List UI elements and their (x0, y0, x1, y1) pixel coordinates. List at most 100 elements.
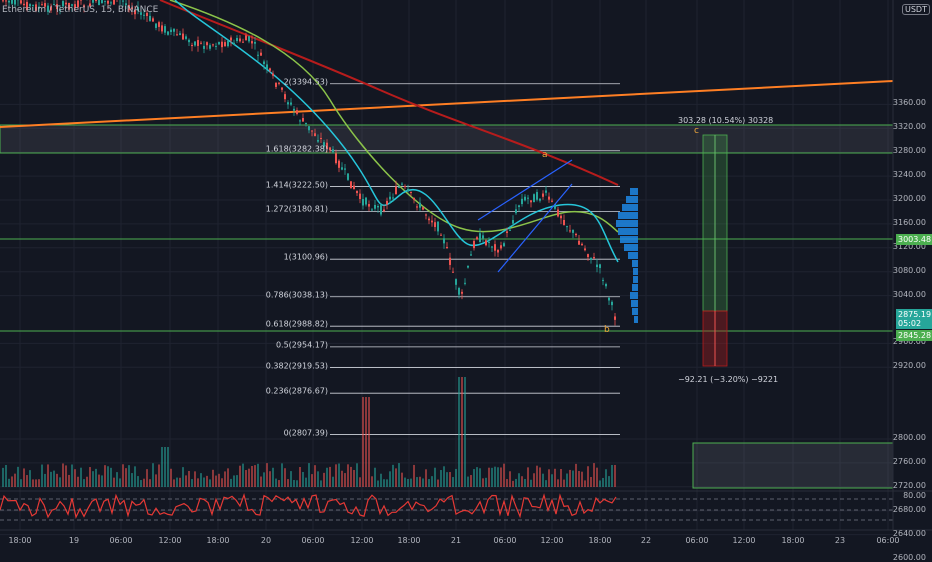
candle-body (557, 210, 559, 217)
candle-body (269, 68, 271, 70)
candle-body (602, 280, 604, 281)
volume-profile-bar (616, 220, 638, 227)
price-axis-label: 2760.00 (893, 457, 926, 466)
volume-bar (32, 479, 34, 487)
volume-bar (302, 472, 304, 487)
candle-body (362, 199, 364, 205)
time-axis-label: 12:00 (158, 536, 181, 545)
time-axis-label: 20 (261, 536, 271, 545)
volume-bar (488, 468, 490, 487)
volume-bar (65, 465, 67, 487)
candle-body (548, 197, 550, 200)
fib-level-label: 0.236(2876.67) (266, 387, 328, 396)
fib-level-label: 0.5(2954.17) (276, 340, 328, 349)
candle-body (509, 230, 511, 231)
time-axis-label: 22 (641, 536, 651, 545)
volume-bar (95, 469, 97, 487)
volume-bar (371, 476, 373, 487)
volume-bar (170, 469, 172, 487)
volume-bar (260, 477, 262, 487)
candle-body (446, 247, 448, 248)
candle-body (401, 184, 403, 185)
candle-body (605, 284, 607, 286)
volume-profile-bar (630, 188, 638, 195)
candle-body (164, 26, 166, 33)
volume-bar (296, 480, 298, 487)
volume-bar (14, 474, 16, 487)
volume-bar (242, 464, 244, 487)
candle-body (581, 244, 583, 245)
volume-bar (527, 467, 529, 487)
volume-bar (8, 479, 10, 487)
candle-body (485, 240, 487, 245)
candle-body (248, 36, 250, 41)
price-axis-label: 3040.00 (893, 290, 926, 299)
volume-bar (614, 465, 616, 487)
volume-bar (26, 475, 28, 487)
volume-bar (536, 466, 538, 487)
time-axis-label: 18:00 (588, 536, 611, 545)
volume-bar (41, 465, 43, 487)
volume-bar (227, 468, 229, 487)
symbol-info[interactable]: Ethereum / TetherUS, 15, BINANCE (2, 5, 158, 15)
volume-bar (245, 470, 247, 487)
volume-bar (290, 471, 292, 487)
volume-bar (155, 474, 157, 487)
candle-body (455, 279, 457, 285)
candle-body (338, 161, 340, 168)
volume-bar (581, 472, 583, 487)
current-price-value: 2875.19 (898, 310, 931, 319)
candle-body (263, 61, 265, 64)
currency-badge[interactable]: USDT (902, 4, 930, 15)
volume-bar (38, 479, 40, 487)
volume-bar (353, 470, 355, 487)
volume-bar (47, 464, 49, 487)
time-axis-label: 21 (451, 536, 461, 545)
candle-body (278, 83, 280, 84)
volume-bar (512, 481, 514, 487)
volume-bar (77, 477, 79, 487)
wave-label-a: a (542, 150, 548, 160)
volume-bar (158, 464, 160, 487)
volume-bar (119, 478, 121, 487)
volume-bar (188, 471, 190, 487)
candle-body (575, 234, 577, 235)
zone-box-lower (693, 443, 893, 488)
candle-body (611, 302, 613, 305)
countdown-timer: 05:02 (898, 319, 921, 328)
volume-bar (107, 466, 109, 487)
time-axis-label: 06:00 (109, 536, 132, 545)
candle-body (203, 46, 205, 49)
chart-canvas[interactable] (0, 0, 932, 550)
volume-bar (383, 479, 385, 487)
volume-bar (386, 479, 388, 487)
volume-bar (71, 464, 73, 487)
volume-bar (233, 475, 235, 487)
candle-body (437, 222, 439, 232)
volume-bar (455, 469, 457, 487)
candle-body (407, 189, 409, 191)
candle-body (470, 254, 472, 255)
price-axis-label: 3200.00 (893, 194, 926, 203)
candle-body (104, 1, 106, 2)
candle-body (431, 221, 433, 223)
candle-body (449, 258, 451, 265)
candle-body (296, 110, 298, 114)
volume-bar (332, 477, 334, 487)
candle-body (536, 192, 538, 200)
price-axis-label: 2800.00 (893, 433, 926, 442)
candle-body (563, 220, 565, 225)
volume-bar (449, 472, 451, 487)
current-price-tag: 2875.19 05:02 (896, 309, 932, 329)
volume-bar (503, 464, 505, 487)
candle-body (95, 0, 97, 1)
candle-body (197, 40, 199, 46)
candle-body (599, 264, 601, 268)
candle-body (458, 288, 460, 295)
candle-body (152, 18, 154, 21)
volume-bar (491, 468, 493, 487)
candle-body (377, 206, 379, 207)
volume-bar (569, 470, 571, 487)
price-axis-label: 2720.00 (893, 481, 926, 490)
volume-bar (56, 474, 58, 487)
